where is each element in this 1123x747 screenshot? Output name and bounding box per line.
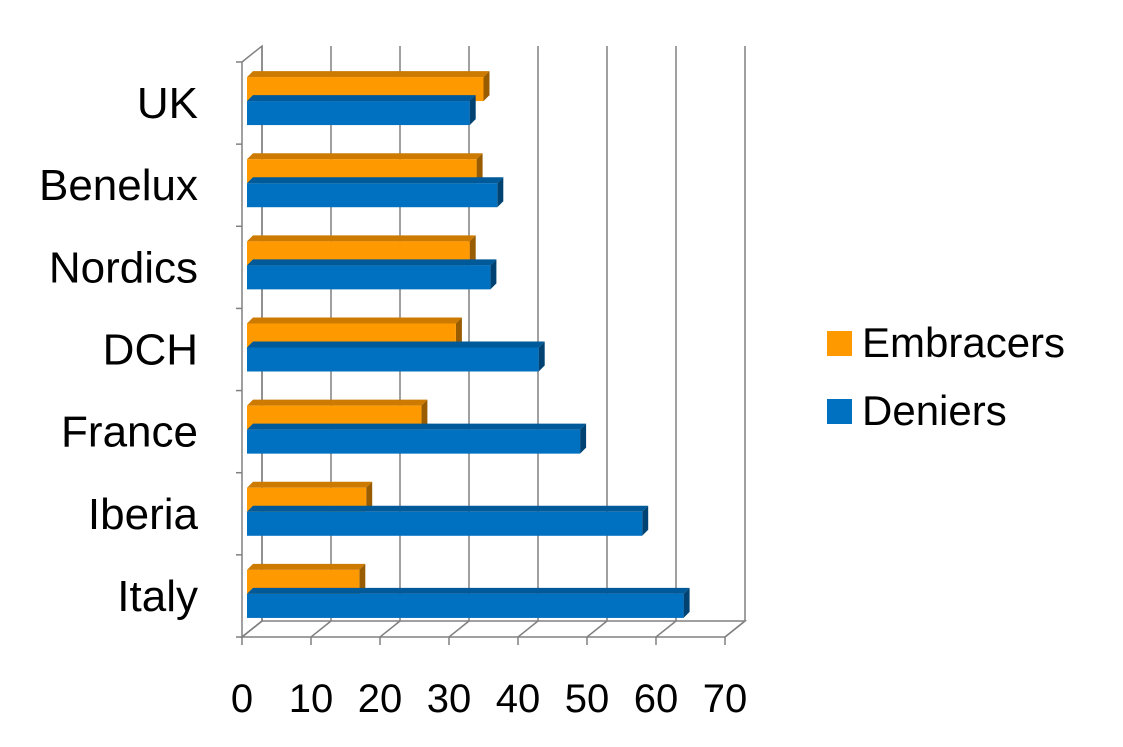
bar-deniers-front [247,347,539,372]
bar-deniers-end [538,341,545,372]
bar-embracers-top [247,317,462,324]
x-axis-tick-labels: 0 10 20 30 40 50 60 70 [231,677,747,721]
floor-gridline [310,620,332,638]
x-tick-label: 0 [231,677,253,721]
chart-bars [247,71,690,618]
floor [239,620,748,638]
bar-deniers-top [247,95,476,102]
category-label: Benelux [39,161,198,210]
category-label: DCH [103,326,198,375]
legend-label: Deniers [862,387,1007,434]
legend-swatch [827,331,852,356]
floor-gridline [517,620,539,638]
floor-gridline [448,620,470,638]
bar-deniers [247,177,504,208]
category-labels: UK Benelux Nordics DCH France Iberia Italy [39,79,199,621]
x-tick-label: 10 [289,677,334,721]
bar-deniers-end [683,587,690,618]
chart-legend: Embracers Deniers [827,319,1065,434]
x-tick-label: 20 [358,677,403,721]
bar-embracers-end [366,481,373,512]
bar-embracers-top [247,481,373,488]
bar-deniers-top [247,259,497,266]
category-label: Iberia [88,490,199,539]
bar-deniers-top [247,177,504,184]
category-label: UK [137,79,198,128]
bar-embracers-top [247,235,476,242]
bar-embracers-top [247,153,483,160]
legend-swatch [827,399,852,424]
bar-deniers [247,259,497,290]
bar-embracers-top [247,71,490,78]
category-label: Nordics [49,243,198,292]
x-tick-label: 30 [427,677,472,721]
floor-gridline [724,620,746,638]
bar-embracers-end [469,235,476,266]
bar-deniers-top [247,505,649,512]
x-tick-label: 70 [703,677,748,721]
bar-deniers [247,423,587,454]
bar-deniers-top [247,341,545,348]
category-label: France [61,408,198,457]
bar-embracers-top [247,563,366,570]
bar-deniers [247,341,545,372]
bar-embracers-end [421,399,428,430]
bar-deniers-end [497,177,504,208]
bar-embracers-end [476,153,483,184]
bar-deniers-top [247,587,690,594]
bar-deniers-front [247,511,643,536]
floor-gridline [586,620,608,638]
bar-deniers-end [490,259,497,290]
bar-deniers-front [247,101,470,126]
floor-gridline [655,620,677,638]
bar-deniers-end [469,95,476,126]
floor-gridline [241,620,263,638]
bar-deniers-top [247,423,587,430]
bar-embracers-top [247,399,428,406]
bar-deniers-end [580,423,587,454]
legend-label: Embracers [862,319,1065,366]
bar-embracers-end [455,317,462,348]
bar-embracers-end [359,563,366,594]
bar-deniers [247,95,476,126]
bar-deniers-front [247,429,581,454]
bar-embracers-end [483,71,490,102]
x-tick-label: 50 [565,677,610,721]
bar-deniers-front [247,183,498,208]
category-label: Italy [117,572,198,621]
bar-deniers [247,505,649,536]
bar-deniers-front [247,265,491,290]
bar-deniers-front [247,593,684,618]
floor-gridline [379,620,401,638]
x-tick-label: 40 [496,677,541,721]
x-tick-label: 60 [634,677,679,721]
bar-deniers-end [642,505,649,536]
bar-deniers [247,587,690,618]
